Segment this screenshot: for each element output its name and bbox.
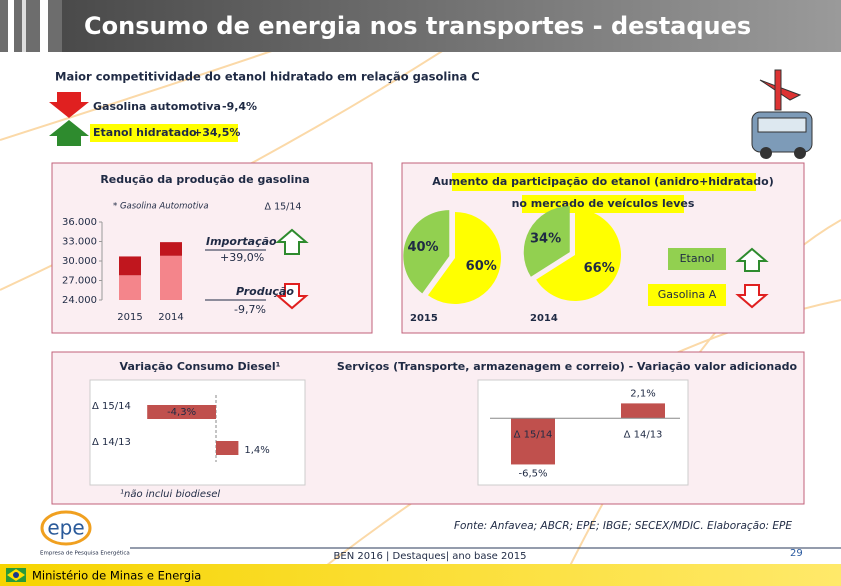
bar (621, 403, 665, 419)
bar-segment (160, 242, 182, 256)
category-label: Δ 14/13 (624, 429, 663, 440)
panel (51, 162, 373, 334)
header: Consumo de energia nos transportes - des… (0, 0, 841, 52)
title: Consumo de energia nos transportes - des… (84, 12, 751, 40)
bar (216, 441, 239, 455)
bar-segment (119, 256, 141, 276)
note: * Gasolina Automotiva (113, 202, 209, 212)
up-arrow (275, 228, 309, 255)
chart-title: no mercado de veículos leves (512, 197, 695, 210)
footer-center: BEN 2016 | Destaques| ano base 2015 (334, 551, 527, 562)
bar-segment (160, 255, 182, 300)
legend-label: Produção (236, 285, 294, 298)
page-number: 29 (790, 548, 803, 559)
year-label: 2015 (410, 313, 438, 324)
value-label: -6,5% (518, 468, 547, 479)
category-label: Δ 15/14 (514, 429, 553, 440)
y-tick-label: 30.000 (62, 256, 97, 267)
value-label: 66% (584, 261, 615, 276)
plot-area (89, 379, 306, 486)
intro-change: -9,4% (222, 100, 257, 113)
ministry-bar (0, 564, 841, 586)
pie-slice (403, 210, 450, 294)
footnote: ¹não inclui biodiesel (120, 489, 220, 500)
value-label: 2,1% (630, 388, 655, 399)
source: Fonte: Anfavea; ABCR; EPE; IBGE; SECEX/M… (454, 520, 792, 532)
flag (13, 572, 19, 578)
highlight (452, 173, 756, 191)
intro-label: Gasolina automotiva (93, 100, 221, 113)
y-tick-label: 24.000 (62, 295, 97, 306)
footer: Fonte: Anfavea; ABCR; EPE; IBGE; SECEX/M… (0, 510, 841, 586)
legend-swatch (648, 284, 726, 306)
change-label: -9,7% (234, 303, 266, 316)
y-tick-label: 36.000 (62, 217, 97, 228)
diesel-chart: Variação Consumo Diesel¹ ¹não inclui bio… (89, 360, 306, 500)
value-label: -4,3% (167, 407, 196, 418)
down-arrow (49, 92, 89, 118)
x-tick-label: 2014 (158, 312, 183, 323)
down-arrow (735, 284, 769, 309)
chart-title: Serviços (Transporte, armazenagem e corr… (337, 360, 798, 373)
pie-slice (523, 206, 570, 277)
bar (511, 418, 555, 465)
legend-swatch (668, 248, 726, 270)
logo: epe (47, 516, 84, 540)
legend-label: Gasolina A (658, 288, 717, 301)
chart-title: Aumento da participação do etanol (anidr… (432, 175, 774, 188)
value-label: 34% (530, 231, 561, 246)
logo-caption: Empresa de Pesquisa Energética (40, 550, 130, 557)
pie-slice (427, 212, 501, 304)
value-label: 40% (407, 240, 438, 255)
chart-title: Redução da produção de gasolina (100, 173, 309, 186)
value-label: 60% (466, 259, 497, 274)
year-label: 2014 (530, 313, 558, 324)
headline: Maior competitividade do etanol hidratad… (55, 70, 480, 84)
bar (147, 405, 216, 419)
down-arrow (275, 283, 309, 310)
up-arrow (49, 120, 89, 146)
value-label: 1,4% (244, 445, 269, 456)
bar-segment (119, 275, 141, 300)
gasoline-chart: Redução da produção de gasolina * Gasoli… (62, 173, 310, 323)
logo-ring (40, 510, 92, 546)
pie-slice (536, 209, 621, 302)
up-arrow (735, 247, 769, 272)
ministry: Ministério de Minas e Energia (32, 569, 201, 583)
y-tick-label: 33.000 (62, 237, 97, 248)
highlight (90, 124, 238, 142)
chart-title: Variação Consumo Diesel¹ (120, 360, 281, 373)
intro-change: +34,5% (193, 126, 240, 139)
legend-label: Importação (206, 235, 277, 248)
legend-label: Etanol (680, 252, 715, 265)
category-label: Δ 15/14 (92, 401, 131, 412)
intro-label: Etanol hidratado (93, 126, 197, 139)
x-tick-label: 2015 (117, 312, 142, 323)
y-tick-label: 27.000 (62, 276, 97, 287)
transport-icon (751, 69, 813, 159)
services-chart: Serviços (Transporte, armazenagem e corr… (337, 360, 798, 486)
change-label: +39,0% (220, 251, 264, 264)
category-label: Δ 14/13 (92, 437, 131, 448)
delta-header: Δ 15/14 (265, 202, 302, 213)
share-chart: Aumento da participação do etanol (anidr… (403, 173, 774, 324)
